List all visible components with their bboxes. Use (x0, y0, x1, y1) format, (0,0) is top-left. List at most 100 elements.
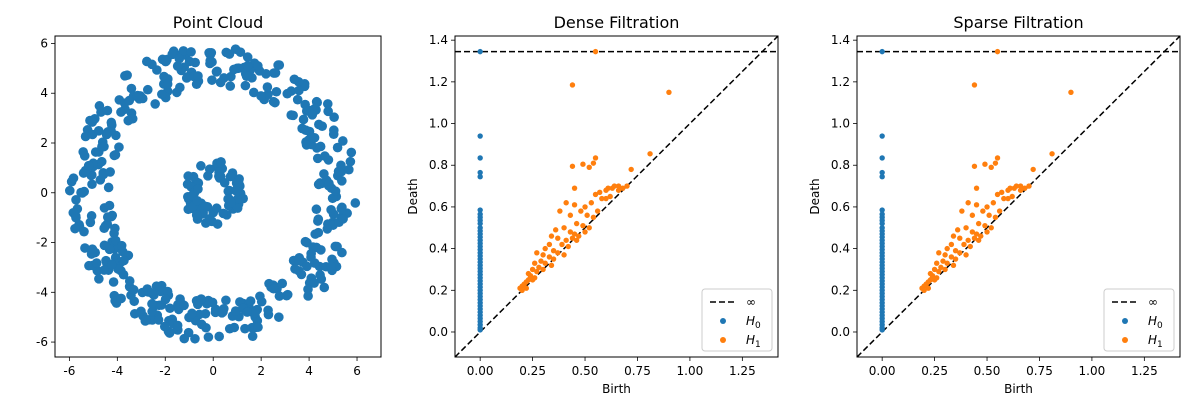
point-cloud-point (320, 151, 330, 161)
point-cloud-point (274, 291, 285, 301)
point-cloud-point (147, 306, 157, 317)
h1-point (620, 185, 626, 191)
y-tick-label: 0.8 (831, 158, 850, 172)
point-cloud-point (330, 186, 341, 196)
point-cloud-point (218, 208, 229, 219)
point-cloud-point (274, 312, 284, 322)
h1-point (586, 164, 592, 171)
legend-dot-swatch (720, 318, 726, 324)
y-tick-label: 0.2 (831, 283, 850, 297)
h1-point (961, 241, 967, 248)
h1-point (1017, 187, 1024, 193)
point-cloud-point (327, 254, 337, 265)
legend-label: ∞ (746, 295, 756, 309)
h1-point (580, 222, 586, 229)
x-tick-label: 0.25 (519, 364, 546, 378)
h0-point (879, 207, 885, 213)
point-cloud-point (224, 49, 235, 59)
legend-dot-swatch (720, 337, 726, 343)
h1-point (963, 225, 969, 231)
h0-point (879, 155, 885, 161)
h1-point (647, 151, 653, 157)
h1-point (984, 204, 990, 210)
axes-frame (856, 35, 1181, 358)
point-cloud-point (290, 264, 300, 274)
point-cloud-point (223, 186, 234, 197)
x-tick-label: -2 (159, 364, 171, 378)
h1-point (573, 237, 580, 243)
point-cloud-point (183, 171, 194, 181)
point-cloud-point (178, 46, 189, 56)
point-cloud-point (214, 331, 225, 342)
point-cloud-point (122, 70, 132, 80)
point-cloud-point (270, 97, 280, 108)
legend-dot-swatch (1122, 318, 1128, 324)
point-cloud-point (323, 106, 333, 117)
x-tick-label: 0.00 (467, 364, 494, 378)
h1-point (582, 204, 588, 210)
h1-point (592, 48, 599, 55)
y-tick-label: 1.0 (429, 117, 448, 131)
point-cloud-point (161, 56, 171, 66)
point-cloud-point (240, 323, 250, 334)
x-tick-label: 0.75 (624, 364, 651, 378)
y-tick-label: 0.4 (429, 242, 448, 256)
point-cloud-point (116, 293, 126, 304)
h1-point (934, 260, 940, 266)
h1-point (975, 220, 982, 227)
point-cloud-point (87, 179, 97, 190)
point-cloud-point (192, 195, 202, 206)
point-cloud-point (128, 284, 139, 295)
h1-point (978, 233, 984, 239)
h1-point (973, 231, 980, 237)
point-cloud-point (289, 74, 300, 85)
point-cloud-point (350, 198, 361, 208)
point-cloud-point (94, 274, 104, 284)
point-cloud-point (204, 48, 214, 58)
h1-point (571, 231, 578, 237)
h1-point (527, 275, 534, 281)
point-cloud-point (77, 188, 88, 198)
h1-point (971, 163, 978, 169)
y-tick-label: 0.4 (831, 242, 850, 256)
point-cloud-point (312, 97, 322, 108)
h1-point (942, 252, 948, 258)
h1-point (1017, 183, 1024, 189)
point-cloud-point (71, 212, 81, 223)
h1-point (944, 245, 950, 252)
h1-point (548, 233, 555, 239)
y-tick-label: 4 (40, 86, 48, 100)
h1-point (603, 195, 609, 202)
point-cloud-point (211, 203, 222, 214)
point-cloud-point (336, 203, 347, 214)
h1-point (555, 235, 561, 241)
point-cloud-point (270, 68, 281, 78)
h1-point (999, 189, 1005, 196)
point-cloud-point (162, 286, 173, 297)
point-cloud-point (190, 333, 200, 344)
legend-label: H1 (746, 333, 761, 350)
point-cloud-point (179, 300, 189, 311)
point-cloud-point (296, 269, 307, 280)
x-tick-label: 0.25 (921, 364, 948, 378)
point-cloud-point (242, 307, 252, 317)
point-cloud-point (190, 57, 200, 68)
h1-point (582, 229, 588, 235)
point-cloud-point (147, 299, 157, 309)
legend: ∞ H0 H1 (1103, 288, 1175, 352)
h1-point (938, 264, 944, 271)
x-tick-label: 6 (353, 364, 361, 378)
plot-area (455, 36, 778, 357)
h1-point (931, 266, 938, 273)
x-tick-label: 1.00 (1079, 364, 1106, 378)
y-tick-label: 1.4 (429, 33, 448, 47)
point-cloud-point (288, 110, 298, 121)
point-cloud-point (207, 75, 217, 85)
point-cloud-point (268, 283, 279, 294)
h0-point (477, 207, 483, 213)
point-cloud-point (64, 185, 75, 196)
point-cloud-point (281, 290, 292, 301)
point-cloud-point (116, 107, 126, 117)
x-tick-label: 0 (209, 364, 217, 378)
